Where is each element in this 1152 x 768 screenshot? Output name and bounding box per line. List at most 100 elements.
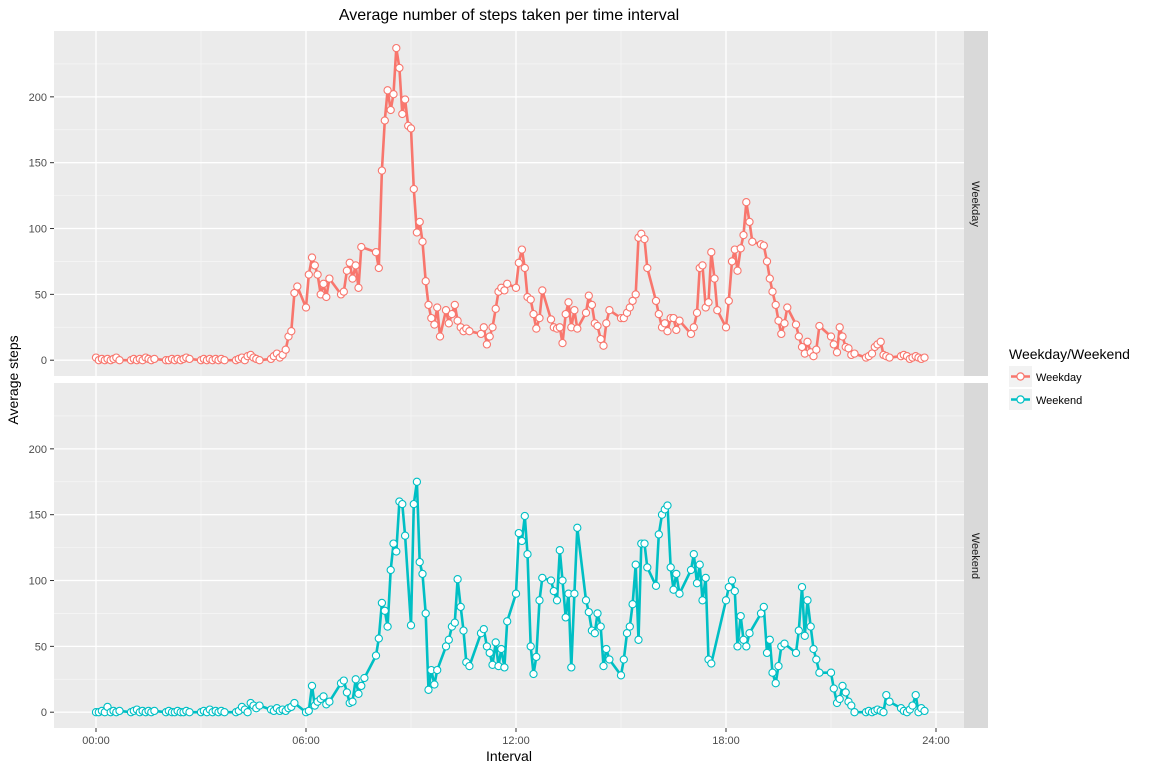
data-point	[558, 338, 567, 348]
data-point	[319, 692, 328, 701]
series-weekday	[91, 43, 929, 365]
data-point	[710, 274, 719, 283]
data-point	[634, 635, 643, 644]
data-point	[465, 327, 474, 336]
data-point	[383, 86, 392, 95]
data-point	[698, 596, 707, 605]
data-point	[736, 244, 745, 253]
data-point	[759, 241, 768, 250]
data-point	[535, 313, 544, 323]
data-point	[759, 602, 768, 612]
data-point	[529, 669, 538, 679]
data-point	[348, 697, 357, 706]
data-point	[398, 499, 407, 509]
data-point	[150, 706, 159, 716]
data-point	[371, 651, 381, 660]
data-point	[920, 706, 929, 716]
data-point	[689, 550, 698, 559]
data-point	[511, 283, 521, 292]
data-point	[415, 217, 424, 227]
data-point	[689, 323, 698, 332]
data-point	[400, 95, 410, 104]
x-tick-label: 18:00	[712, 735, 740, 747]
data-point	[826, 668, 836, 677]
data-point	[377, 166, 387, 175]
data-point	[386, 105, 395, 115]
data-point	[514, 528, 523, 538]
data-point	[815, 668, 824, 677]
data-point	[780, 639, 789, 648]
data-point	[185, 708, 194, 717]
data-point	[304, 706, 313, 716]
data-point	[742, 642, 751, 651]
data-point	[482, 340, 492, 349]
data-point	[503, 279, 512, 288]
data-point	[322, 292, 331, 302]
data-point	[424, 685, 433, 694]
data-point	[552, 596, 562, 605]
y-tick-label: 100	[29, 224, 47, 236]
data-point	[497, 644, 506, 654]
data-point	[430, 680, 439, 689]
data-point	[421, 609, 430, 618]
data-point	[771, 679, 780, 688]
data-point	[829, 684, 838, 693]
data-point	[791, 320, 801, 329]
data-point	[835, 694, 844, 704]
data-point	[409, 184, 418, 194]
data-point	[389, 90, 398, 99]
data-point	[838, 332, 847, 341]
data-point	[523, 550, 532, 559]
data-point	[672, 325, 681, 335]
data-point	[882, 690, 891, 700]
data-point	[433, 303, 442, 312]
data-point	[654, 530, 663, 539]
data-point	[672, 569, 681, 579]
data-point	[377, 598, 387, 608]
legend-item-weekend: Weekend	[1009, 389, 1082, 410]
data-point	[325, 274, 334, 283]
data-point	[791, 648, 801, 658]
data-point	[412, 477, 422, 486]
data-point	[570, 306, 579, 315]
data-point	[310, 261, 319, 270]
data-point	[371, 248, 381, 257]
data-point	[730, 586, 739, 596]
data-point	[663, 501, 672, 510]
data-point	[313, 270, 322, 279]
data-point	[771, 300, 780, 310]
data-point	[395, 63, 404, 73]
data-point	[625, 622, 634, 631]
data-point	[549, 586, 558, 596]
data-point	[441, 306, 451, 315]
data-point	[415, 557, 424, 567]
data-point	[812, 655, 821, 664]
data-point	[777, 329, 786, 339]
data-point	[584, 607, 593, 617]
data-point	[424, 300, 433, 310]
data-point	[243, 708, 252, 717]
data-point	[643, 563, 652, 572]
data-point	[663, 327, 672, 336]
data-point	[520, 511, 529, 521]
data-point	[850, 349, 859, 358]
data-point	[587, 300, 597, 310]
legend-point-weekday	[1016, 372, 1025, 381]
data-point	[380, 606, 389, 615]
data-point	[532, 324, 541, 333]
data-point	[602, 644, 611, 654]
data-point	[675, 316, 684, 325]
data-point	[255, 701, 264, 710]
y-tick-label: 150	[29, 510, 47, 522]
y-tick-label: 150	[29, 158, 47, 170]
data-point	[538, 573, 547, 583]
data-point	[692, 579, 702, 588]
data-point	[774, 661, 783, 671]
data-point	[573, 324, 582, 333]
data-point	[727, 257, 737, 266]
x-tick-label: 06:00	[292, 735, 320, 747]
data-point	[762, 257, 772, 266]
data-point	[605, 655, 614, 664]
data-point	[605, 306, 614, 315]
